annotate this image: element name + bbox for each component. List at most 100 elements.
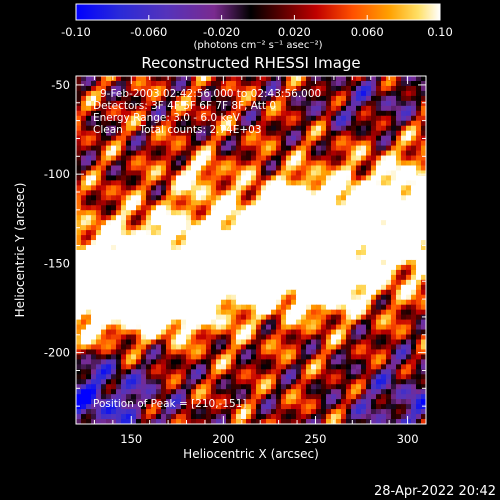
heatmap-cell [251,399,257,405]
heatmap-cell [141,135,147,142]
heatmap-cell [266,155,272,162]
heatmap-cell [406,90,412,97]
heatmap-cell [386,200,392,206]
heatmap-cell [81,354,87,360]
heatmap-cell [111,165,117,172]
heatmap-cell [111,100,117,107]
heatmap-cell [126,344,132,351]
heatmap-cell [421,76,426,82]
heatmap-cell [101,165,107,172]
heatmap-cell [331,254,337,261]
heatmap-cell [331,240,337,246]
heatmap-cell [276,130,282,137]
heatmap-cell [111,369,117,375]
heatmap-cell [191,339,197,346]
heatmap-cell [156,289,162,296]
heatmap-cell [216,309,222,316]
heatmap-cell [396,120,402,127]
heatmap-cell [161,250,167,256]
heatmap-cell [181,110,187,117]
heatmap-cell [401,394,407,400]
heatmap-cell [381,220,387,226]
heatmap-cell [246,409,252,415]
heatmap-cell [146,374,152,380]
heatmap-cell [136,175,142,181]
heatmap-cell [156,274,162,281]
heatmap-cell [171,230,177,236]
heatmap-cell [401,195,407,201]
heatmap-cell [266,359,272,365]
heatmap-cell [291,384,297,390]
heatmap-cell [276,329,282,336]
heatmap-cell [366,414,372,420]
heatmap-cell [201,225,207,231]
heatmap-cell [301,115,307,122]
heatmap-cell [186,304,192,311]
heatmap-cell [226,279,232,286]
heatmap-cell [371,185,377,191]
heatmap-cell [381,140,387,147]
heatmap-cell [281,105,287,112]
heatmap-cell [221,379,227,385]
heatmap-cell [236,384,242,390]
heatmap-cell [301,90,307,97]
heatmap-cell [76,245,82,251]
heatmap-cell [371,95,377,102]
heatmap-cell [346,264,352,271]
heatmap-cell [171,100,177,107]
heatmap-cell [271,324,277,331]
heatmap-cell [216,289,222,296]
heatmap-cell [206,259,212,266]
heatmap-cell [316,399,322,405]
heatmap-cell [381,95,387,102]
heatmap-cell [386,80,392,87]
heatmap-cell [311,274,317,281]
heatmap-cell [91,389,97,395]
heatmap-cell [411,404,417,410]
heatmap-cell [301,235,307,241]
heatmap-cell [161,140,167,147]
heatmap-cell [301,269,307,276]
heatmap-cell [381,339,387,346]
heatmap-cell [406,165,412,172]
heatmap-cell [171,329,177,336]
heatmap-cell [151,419,157,424]
heatmap-cell [236,254,242,261]
heatmap-cell [321,245,327,251]
heatmap-cell [276,404,282,410]
heatmap-cell [336,215,342,221]
heatmap-cell [211,409,217,415]
heatmap-cell [386,279,392,286]
heatmap-cell [91,294,97,301]
heatmap-cell [96,205,102,211]
heatmap-cell [306,379,312,385]
heatmap-cell [401,200,407,206]
heatmap-cell [366,105,372,112]
heatmap-cell [316,165,322,172]
heatmap-cell [96,299,102,306]
heatmap-cell [356,284,362,291]
heatmap-cell [401,185,407,191]
heatmap-cell [76,354,82,360]
heatmap-cell [151,414,157,420]
heatmap-cell [371,414,377,420]
heatmap-cell [296,245,302,251]
heatmap-cell [126,180,132,186]
heatmap-cell [206,289,212,296]
heatmap-cell [226,225,232,231]
heatmap-cell [406,100,412,107]
heatmap-cell [411,120,417,127]
heatmap-cell [271,160,277,167]
heatmap-cell [76,254,82,261]
heatmap-cell [176,284,182,291]
heatmap-cell [211,314,217,321]
heatmap-cell [101,304,107,311]
heatmap-cell [326,384,332,390]
heatmap-cell [351,185,357,191]
heatmap-cell [171,115,177,122]
heatmap-cell [116,140,122,147]
heatmap-cell [261,274,267,281]
heatmap-cell [186,140,192,147]
heatmap-cell [86,289,92,296]
heatmap-cell [266,205,272,211]
